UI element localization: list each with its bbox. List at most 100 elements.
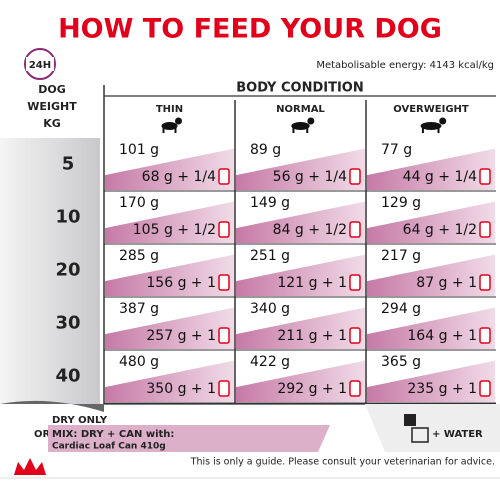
- mix-box: [48, 425, 330, 452]
- logo-crown: [14, 458, 46, 475]
- mix-amount: 56 g + 1/4: [273, 169, 347, 185]
- dog-icon: [420, 122, 442, 130]
- mix-amount: 292 g + 1: [277, 381, 347, 397]
- mix-amount: 164 g + 1: [407, 328, 477, 344]
- mix-band: [105, 201, 234, 243]
- water-area: [365, 404, 500, 452]
- badge-text: 24H: [29, 60, 51, 71]
- dog-icon: [291, 122, 310, 130]
- can-icon: [218, 274, 230, 291]
- can-icon: [218, 168, 230, 185]
- mix-amount: 211 g + 1: [277, 328, 347, 344]
- body-condition: BODY CONDITION: [236, 81, 363, 96]
- column-header: OVERWEIGHT: [393, 104, 469, 115]
- dog-icon: [439, 117, 447, 125]
- dog-icon: [162, 126, 165, 133]
- dry-amount: 170 g: [119, 195, 159, 211]
- dry-amount: 77 g: [381, 142, 412, 158]
- dry-amount: 387 g: [119, 301, 159, 317]
- mix-band: [105, 307, 234, 349]
- mix-band: [236, 307, 365, 349]
- mix-band: [105, 148, 234, 190]
- mix-amount: 68 g + 1/4: [142, 169, 216, 185]
- energy: Metabolisable energy: 4143 kcal/kg: [316, 60, 494, 71]
- dry-amount: 422 g: [250, 354, 290, 370]
- dog-icon: [306, 126, 309, 133]
- legend-mix: MIX: DRY + CAN with:: [52, 429, 174, 440]
- weight: 5: [62, 154, 75, 175]
- weight: 40: [55, 366, 80, 387]
- dog-icon: [174, 126, 177, 133]
- legend-dry: DRY ONLY: [52, 415, 108, 426]
- can-icon: [349, 327, 361, 344]
- mix-band: [236, 201, 365, 243]
- dry-amount: 149 g: [250, 195, 290, 211]
- dry-amount: 217 g: [381, 248, 421, 264]
- legend-or: OR: [34, 429, 51, 440]
- can-icon: [479, 327, 491, 344]
- mix-band: [105, 360, 234, 402]
- dry-amount: 365 g: [381, 354, 421, 370]
- can-icon: [479, 221, 491, 238]
- mix-amount: 235 g + 1: [407, 381, 477, 397]
- dry-amount: 340 g: [250, 301, 290, 317]
- weight: 20: [55, 260, 80, 281]
- dog-icon: [161, 122, 178, 130]
- can-icon: [479, 168, 491, 185]
- dry-amount: 251 g: [250, 248, 290, 264]
- title: HOW TO FEED YOUR DOG: [58, 14, 442, 45]
- dry-amount: 129 g: [381, 195, 421, 211]
- can-icon: [349, 221, 361, 238]
- can-icon: [479, 380, 491, 397]
- weight: 30: [55, 313, 80, 334]
- mix-amount: 121 g + 1: [277, 275, 347, 291]
- mix-band: [367, 360, 495, 402]
- dry-amount: 285 g: [119, 248, 159, 264]
- mix-band: [236, 254, 365, 296]
- dog-icon: [292, 126, 295, 133]
- mix-amount: 156 g + 1: [146, 275, 216, 291]
- weight: 10: [55, 207, 80, 228]
- dog-icon: [175, 117, 182, 125]
- mix-amount: 257 g + 1: [146, 328, 216, 344]
- weight-column: [0, 138, 100, 404]
- footer: This is only a guide. Please consult you…: [190, 457, 495, 468]
- can-icon: [218, 380, 230, 397]
- dry-amount: 294 g: [381, 301, 421, 317]
- mix-band: [367, 307, 495, 349]
- dog-icon: [307, 117, 315, 125]
- mix-band: [105, 254, 234, 296]
- can-icon: [349, 168, 361, 185]
- mix-band: [367, 148, 495, 190]
- weight-header: DOG: [38, 83, 66, 96]
- mix-band: [236, 360, 365, 402]
- mix-amount: 350 g + 1: [146, 381, 216, 397]
- weight-column-curve: [0, 400, 104, 412]
- tap-icon: [404, 414, 416, 426]
- can-icon: [218, 327, 230, 344]
- mix-band: [367, 201, 495, 243]
- mix-amount: 84 g + 1/2: [273, 222, 347, 238]
- bowl-icon: [411, 427, 429, 443]
- column-header: THIN: [156, 104, 183, 115]
- can-icon: [349, 274, 361, 291]
- can-icon: [218, 221, 230, 238]
- dry-amount: 89 g: [250, 142, 281, 158]
- dry-amount: 101 g: [119, 142, 159, 158]
- weight-header: KG: [43, 117, 61, 130]
- mix-amount: 87 g + 1: [416, 275, 477, 291]
- mix-amount: 105 g + 1/2: [133, 222, 216, 238]
- legend-can: Cardiac Loaf Can 410g: [52, 442, 166, 452]
- legend-water: + WATER: [432, 429, 483, 440]
- dry-amount: 480 g: [119, 354, 159, 370]
- badge-bg: [26, 57, 54, 71]
- mix-band: [236, 148, 365, 190]
- weight-header: WEIGHT: [27, 100, 77, 113]
- can-icon: [479, 274, 491, 291]
- mix-band: [367, 254, 495, 296]
- mix-amount: 44 g + 1/4: [403, 169, 477, 185]
- mix-amount: 64 g + 1/2: [403, 222, 477, 238]
- dog-icon: [421, 126, 424, 133]
- can-icon: [349, 380, 361, 397]
